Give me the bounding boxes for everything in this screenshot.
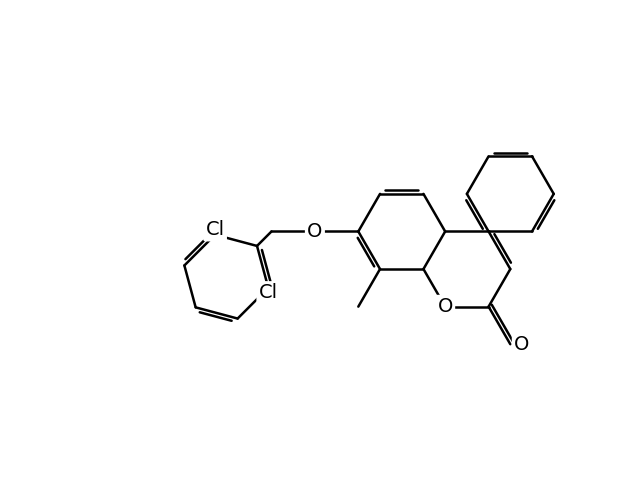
Text: O: O [307,222,323,241]
Text: O: O [514,335,529,354]
Text: O: O [438,297,453,316]
Text: Cl: Cl [259,284,278,303]
Text: Cl: Cl [205,220,225,239]
